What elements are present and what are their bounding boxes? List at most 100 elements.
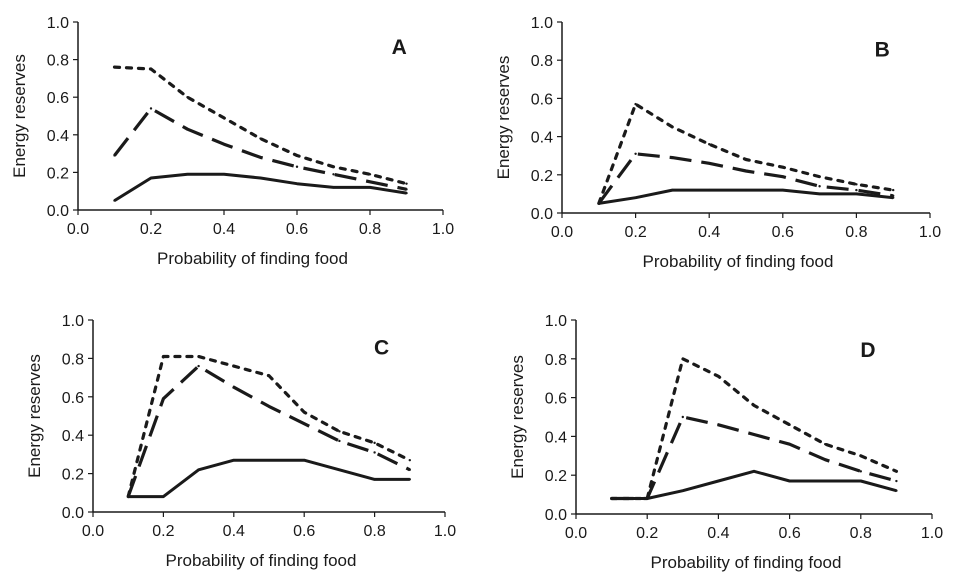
data-point-dotted	[788, 423, 791, 426]
y-tick-label: 0.8	[62, 351, 84, 368]
data-point-dashed	[859, 470, 862, 473]
panel-label: A	[392, 36, 407, 59]
series-line-dotted	[609, 357, 899, 501]
y-tick-label: 0.6	[545, 391, 567, 408]
data-point-dashed	[368, 180, 372, 183]
data-point-solid	[332, 186, 335, 189]
data-point-solid	[824, 479, 827, 483]
data-point-dotted	[405, 182, 408, 185]
data-point-dashed	[671, 156, 674, 159]
data-point-solid	[408, 478, 411, 481]
y-tick-label: 0.6	[531, 91, 553, 108]
data-point-dashed	[373, 451, 376, 454]
data-point-solid	[197, 468, 200, 471]
y-axis-title: Energy reserves	[508, 355, 527, 479]
data-point-dashed	[405, 188, 408, 191]
chart-panel-b: 0.0 0.2 0.4 0.6 0.8 1.0 0.0 0.2 0.4 0.6 0.8 1.0 Prob…	[494, 15, 941, 271]
y-tick-label: 0.6	[62, 390, 84, 407]
data-point-dashed	[149, 107, 153, 110]
data-point-dashed	[752, 433, 756, 436]
y-tick-label: 0.8	[47, 53, 69, 70]
series-line-solid	[598, 188, 894, 205]
y-tick-label: 0.4	[62, 428, 84, 445]
data-point-solid	[232, 458, 235, 462]
y-tick-label: 0.2	[545, 468, 567, 485]
data-point-dashed	[267, 405, 271, 408]
data-point-dotted	[232, 364, 235, 368]
x-tick-label: 0.8	[850, 525, 872, 542]
x-tick-label: 0.6	[778, 525, 800, 542]
series-line-dashed	[611, 415, 897, 501]
data-point-dotted	[597, 202, 600, 205]
data-point-solid	[895, 489, 898, 492]
y-axis-title: Energy reserves	[25, 354, 44, 478]
data-point-dotted	[752, 404, 756, 407]
x-tick-label: 0.0	[565, 525, 587, 542]
data-point-solid	[681, 489, 684, 492]
data-point-solid	[186, 173, 189, 176]
y-tick-label: 1.0	[62, 313, 84, 330]
data-point-dotted	[408, 458, 411, 462]
data-point-dotted	[338, 430, 341, 433]
data-point-solid	[818, 192, 821, 196]
data-point-dotted	[222, 116, 226, 120]
data-point-dotted	[127, 495, 130, 498]
data-point-dashed	[892, 194, 895, 198]
series-line-dotted	[126, 354, 412, 499]
data-point-dotted	[186, 96, 189, 99]
y-tick-label: 0.0	[62, 505, 84, 522]
x-tick-label: 0.8	[359, 221, 381, 238]
x-tick-label: 0.8	[845, 224, 867, 241]
data-point-dashed	[855, 188, 858, 192]
y-tick-label: 0.4	[47, 128, 69, 145]
data-point-dashed	[113, 154, 116, 157]
data-point-dashed	[818, 185, 821, 188]
y-tick-label: 0.2	[47, 165, 69, 182]
data-point-dotted	[303, 410, 306, 414]
data-point-dashed	[634, 152, 637, 155]
series-line-solid	[128, 458, 410, 499]
data-point-solid	[338, 468, 341, 471]
data-point-dashed	[681, 415, 684, 419]
data-point-dotted	[610, 497, 613, 500]
data-point-dashed	[259, 156, 262, 159]
data-point-dotted	[373, 441, 376, 445]
y-axis-title: Energy reserves	[10, 54, 29, 178]
x-axis-title: Probability of finding food	[166, 551, 357, 570]
data-point-dotted	[855, 183, 858, 186]
data-point-dashed	[295, 165, 299, 168]
data-point-dotted	[781, 165, 784, 169]
data-point-dotted	[149, 67, 153, 71]
panel-label: D	[860, 339, 875, 362]
data-point-dotted	[162, 355, 165, 358]
data-point-dashed	[332, 173, 335, 176]
y-tick-label: 0.2	[531, 168, 553, 185]
x-tick-label: 1.0	[919, 224, 941, 241]
x-axis-title: Probability of finding food	[157, 249, 348, 268]
y-tick-label: 0.2	[62, 467, 84, 484]
data-point-dotted	[332, 165, 335, 168]
x-axis-title: Probability of finding food	[643, 252, 834, 271]
y-tick-label: 1.0	[47, 15, 69, 32]
data-point-dashed	[717, 423, 720, 426]
x-tick-label: 0.6	[772, 224, 794, 241]
x-tick-label: 0.2	[140, 221, 162, 238]
x-tick-label: 0.0	[67, 221, 89, 238]
x-tick-label: 0.0	[82, 523, 104, 540]
data-point-solid	[222, 173, 226, 176]
data-point-dashed	[895, 479, 898, 483]
data-point-dashed	[303, 422, 306, 425]
y-tick-label: 0.8	[545, 352, 567, 369]
data-point-dotted	[259, 137, 262, 140]
data-point-solid	[267, 458, 271, 462]
data-point-solid	[717, 479, 720, 483]
x-tick-label: 0.6	[286, 221, 308, 238]
series-line-dotted	[112, 65, 409, 186]
data-point-solid	[368, 186, 372, 189]
data-point-solid	[671, 188, 674, 192]
chart-panel-a: 0.0 0.2 0.4 0.6 0.8 1.0 0.0 0.2 0.4 0.6 0.8 1.0 Prob…	[10, 15, 454, 268]
data-point-dotted	[744, 158, 748, 161]
x-tick-label: 0.0	[551, 224, 573, 241]
data-point-dotted	[671, 125, 674, 129]
